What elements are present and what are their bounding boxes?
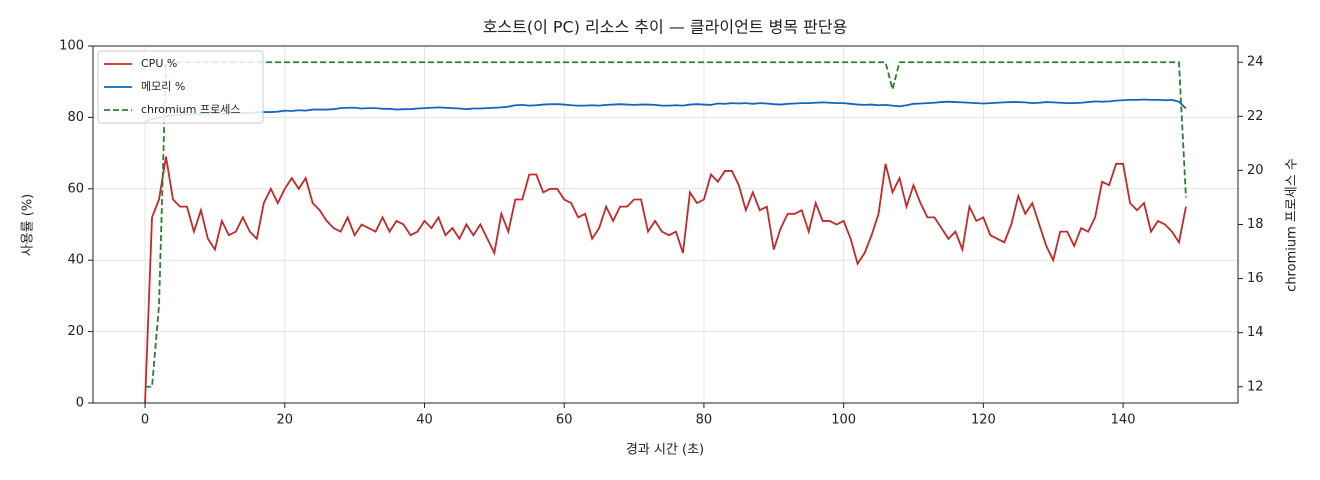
y-tick-label: 60	[67, 181, 84, 196]
plot-frame	[92, 45, 1239, 404]
legend-label: 메모리 %	[141, 80, 185, 93]
y-tick-label: 0	[76, 396, 84, 411]
series-line	[145, 61, 1187, 388]
y2-tick-label: 18	[1247, 217, 1264, 232]
x-tick-label: 40	[416, 413, 433, 428]
y-tick-label: 80	[67, 110, 84, 125]
chart-title: 호스트(이 PC) 리소스 추이 — 클라이언트 병목 판단용	[483, 18, 848, 37]
y2-tick-label: 16	[1247, 271, 1264, 286]
y-tick-label: 40	[67, 253, 84, 268]
legend-label: CPU %	[141, 57, 177, 70]
x-tick-label: 20	[276, 413, 293, 428]
x-tick-label: 80	[696, 413, 713, 428]
x-tick-label: 140	[1111, 413, 1136, 428]
y2-tick-label: 22	[1247, 109, 1264, 124]
x-tick-label: 120	[971, 413, 996, 428]
y2-tick-label: 20	[1247, 163, 1264, 178]
y-axis-label: 사용률 (%)	[21, 194, 36, 257]
y-tick-label: 20	[67, 324, 84, 339]
y2-tick-label: 24	[1247, 55, 1264, 70]
series-line	[144, 98, 1187, 122]
legend-label: chromium 프로세스	[141, 103, 240, 116]
x-axis-label: 경과 시간 (초)	[626, 443, 704, 458]
x-tick-label: 0	[141, 413, 149, 428]
x-tick-label: 60	[556, 413, 573, 428]
legend-box	[97, 50, 264, 124]
x-tick-label: 100	[831, 413, 856, 428]
y2-tick-label: 14	[1247, 325, 1264, 340]
y-tick-label: 100	[59, 39, 84, 54]
series-line	[144, 156, 1187, 404]
y2-tick-label: 12	[1247, 379, 1264, 394]
y2-axis-label: chromium 프로세스 수	[1285, 158, 1300, 292]
